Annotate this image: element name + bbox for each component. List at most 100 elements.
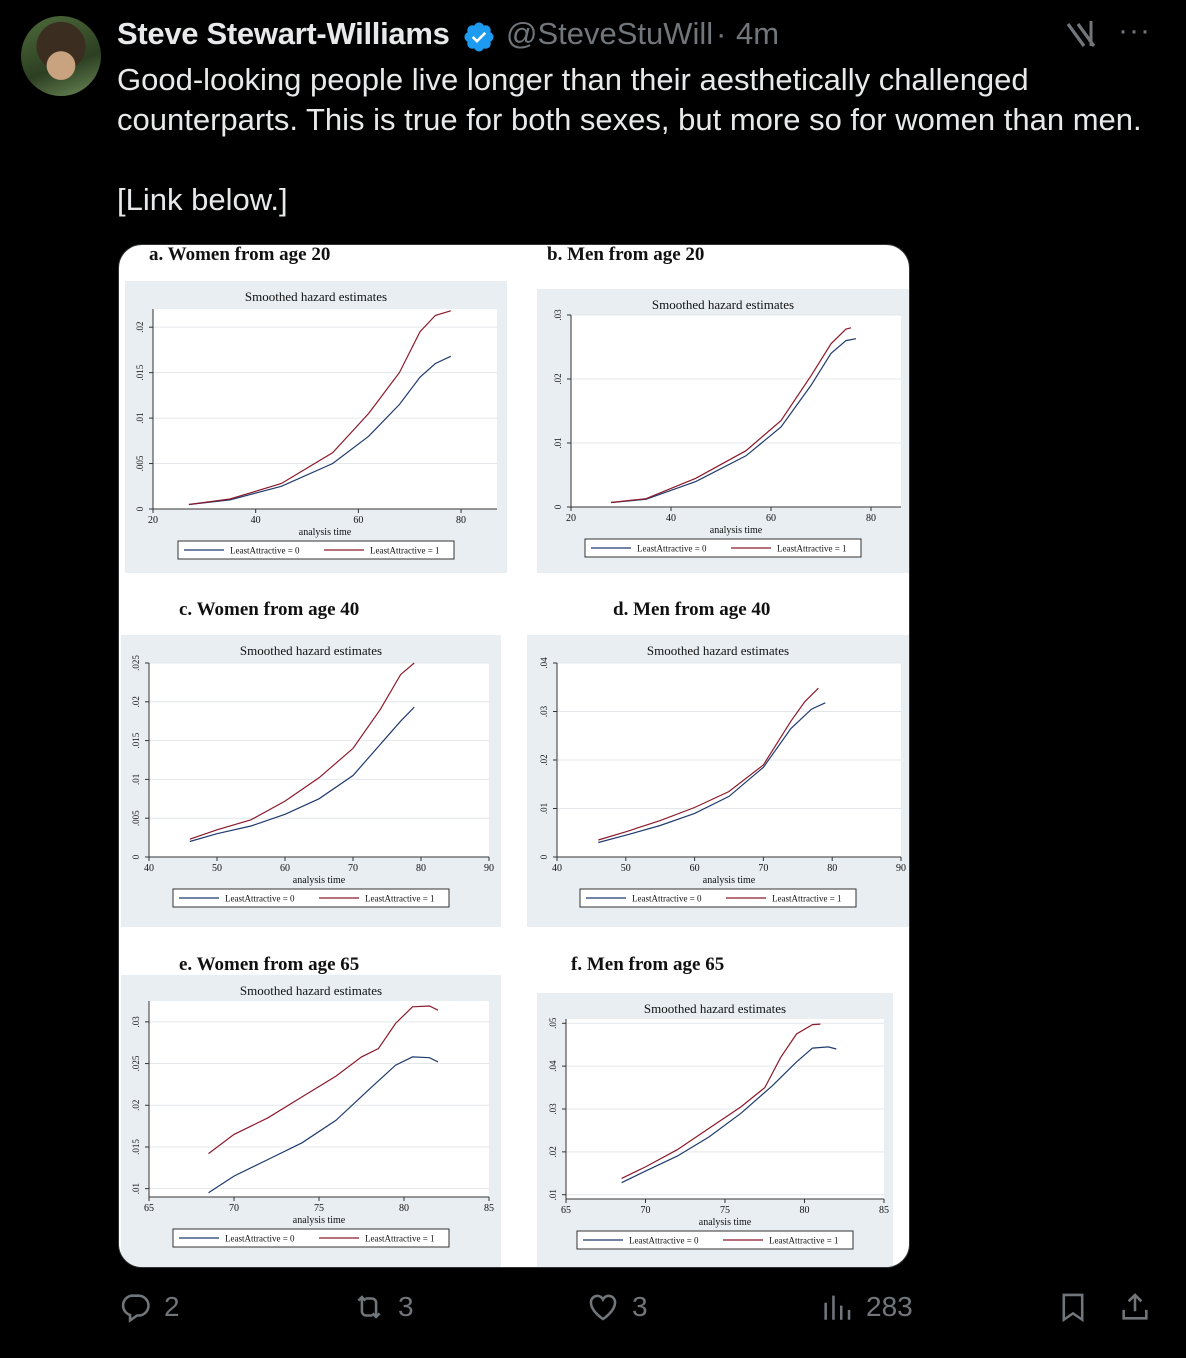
tweet-text-line: Good-looking people live longer than the… [117,62,1142,137]
chart-title: Smoothed hazard estimates [644,1001,786,1016]
reply-count: 2 [164,1291,180,1322]
y-tick-label: .04 [548,1060,558,1072]
more-options-icon[interactable]: ··· [1118,14,1151,47]
view-count: 283 [866,1291,913,1322]
x-tick-label: 80 [456,515,466,526]
y-tick-label: .015 [135,364,145,380]
y-tick-label: .03 [539,705,549,717]
share-icon [1122,1293,1148,1320]
action-bar: 2 3 3 283 [0,1290,1186,1340]
bookmark-button[interactable] [1056,1290,1102,1324]
x-tick-label: 60 [280,863,290,874]
x-tick-label: 70 [641,1205,651,1216]
y-tick-label: .01 [131,774,141,785]
y-tick-label: .03 [548,1103,558,1115]
x-axis-label: analysis time [703,875,756,886]
plot-area [149,663,489,857]
x-tick-label: 75 [314,1203,324,1214]
series-line [189,706,415,843]
x-tick-label: 60 [766,513,776,524]
series-line [208,1056,439,1194]
series-line [208,1005,439,1155]
x-tick-label: 65 [561,1205,571,1216]
x-tick-label: 20 [148,515,158,526]
series-line [188,310,451,506]
reply-button[interactable]: 2 [118,1290,180,1324]
views-button[interactable]: 283 [820,1290,913,1324]
y-tick-label: .02 [135,322,145,333]
y-tick-label: 0 [131,854,141,859]
author-avatar[interactable] [21,16,101,96]
y-tick-label: .01 [548,1189,558,1200]
separator-dot: · [716,16,727,51]
post-timestamp[interactable]: 4m [736,16,780,51]
x-tick-label: 80 [416,863,426,874]
y-tick-label: .005 [131,810,141,826]
x-axis-label: analysis time [299,527,352,538]
y-tick-label: .02 [548,1146,558,1157]
legend-label: LeastAttractive = 0 [230,546,300,556]
share-button[interactable] [1118,1290,1164,1324]
y-tick-label: .02 [131,1100,141,1111]
legend-box [177,540,455,560]
verified-badge-icon [464,22,494,52]
reply-icon [121,1294,150,1323]
author-handle[interactable]: @SteveStuWill [506,16,714,51]
repost-button[interactable]: 3 [352,1290,414,1324]
y-tick-label: 0 [135,506,145,511]
series-line [621,1023,821,1179]
y-tick-label: .015 [131,732,141,748]
panel-title: f. Men from age 65 [571,954,724,975]
grok-icon[interactable] [1064,18,1098,52]
x-tick-label: 90 [484,863,494,874]
legend-label: LeastAttractive = 1 [365,894,435,904]
legend-label: LeastAttractive = 1 [769,1236,839,1246]
tweet-media-image[interactable]: a. Women from age 20 Smoothed hazard esti… [118,244,910,1268]
x-tick-label: 85 [879,1205,889,1216]
x-tick-label: 40 [144,863,154,874]
y-tick-label: 0 [539,854,549,859]
panel-title: d. Men from age 40 [613,599,770,620]
chart-title: Smoothed hazard estimates [240,983,382,998]
heart-icon [589,1294,617,1321]
series-line [188,355,452,506]
legend-box [584,538,862,558]
panel-title: c. Women from age 40 [179,599,359,620]
x-axis-label: analysis time [293,1215,346,1226]
x-tick-label: 60 [690,863,700,874]
series-line [598,702,826,844]
y-tick-label: .02 [131,696,141,707]
chart-title: Smoothed hazard estimates [240,643,382,658]
panel-title: b. Men from age 20 [547,245,704,265]
x-tick-label: 40 [666,513,676,524]
series-line [610,338,857,504]
legend-label: LeastAttractive = 0 [632,894,702,904]
like-button[interactable]: 3 [586,1290,648,1324]
y-tick-label: .01 [553,437,563,448]
x-tick-label: 75 [720,1205,730,1216]
legend-label: LeastAttractive = 1 [370,546,440,556]
x-tick-label: 50 [621,863,631,874]
chart-title: Smoothed hazard estimates [652,297,794,312]
legend-label: LeastAttractive = 0 [225,894,295,904]
x-tick-label: 65 [144,1203,154,1214]
y-tick-label: .03 [131,1016,141,1028]
series-line [189,662,415,840]
y-tick-label: .01 [539,803,549,814]
views-chart-icon [824,1295,851,1320]
x-tick-label: 85 [484,1203,494,1214]
x-tick-label: 40 [251,515,261,526]
legend-box [576,1230,854,1250]
x-tick-label: 70 [229,1203,239,1214]
legend-label: LeastAttractive = 0 [637,544,707,554]
x-tick-label: 70 [348,863,358,874]
repost-count: 3 [398,1291,414,1322]
author-name[interactable]: Steve Stewart-Williams [117,16,450,51]
like-count: 3 [632,1291,648,1322]
hazard-charts-figure: a. Women from age 20 Smoothed hazard esti… [121,245,909,1267]
x-tick-label: 70 [758,863,768,874]
y-tick-label: .025 [131,655,141,671]
panel-title: e. Women from age 65 [179,954,359,975]
repost-icon [357,1295,381,1319]
chart-title: Smoothed hazard estimates [647,643,789,658]
